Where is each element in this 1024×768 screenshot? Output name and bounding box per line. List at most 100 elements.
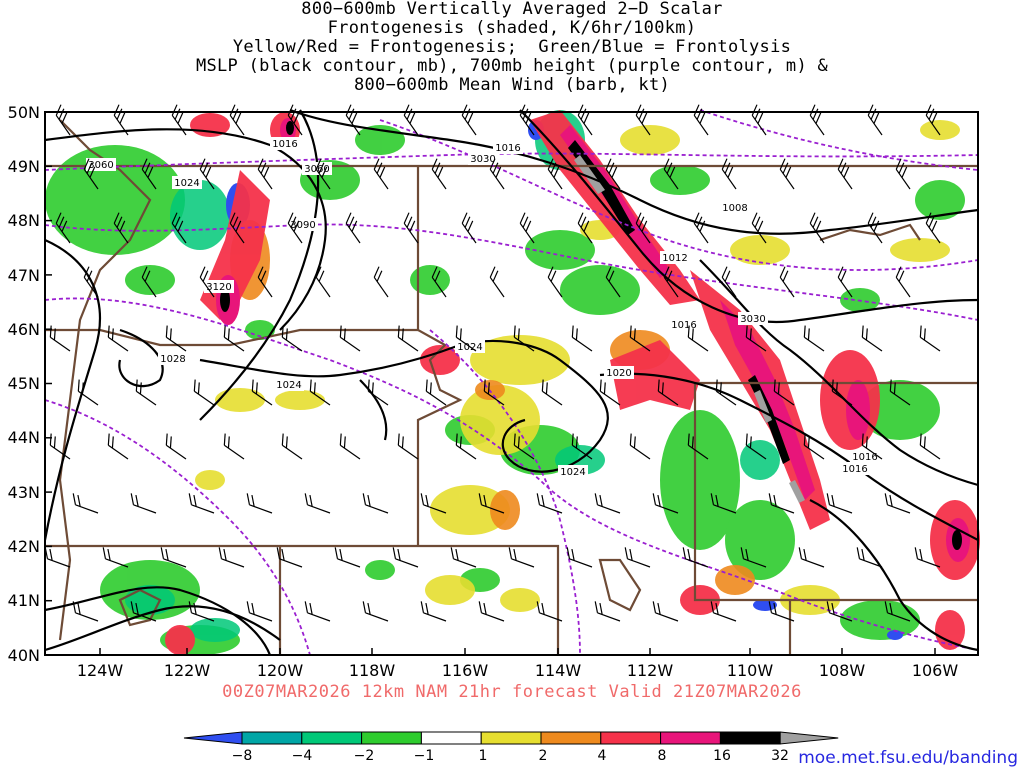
wind-barb [373, 266, 389, 298]
wind-barb [83, 158, 99, 190]
wind-barb [693, 212, 709, 244]
wind-barb [304, 601, 331, 622]
wind-barb [895, 266, 911, 298]
wind-barb [889, 379, 911, 406]
wind-barb [102, 547, 129, 568]
wind-barb [199, 158, 215, 190]
wind-barb [83, 266, 99, 298]
height-contours [44, 109, 979, 656]
wind-barb [461, 212, 477, 244]
wind-barb [693, 104, 709, 136]
colorbar: −8 −4 −2 −1 1 2 4 8 16 32 [183, 731, 839, 764]
frontogenesis-map: 1016 1016 1024 1008 1012 1016 1020 1024 … [8, 103, 980, 680]
svg-text:1020: 1020 [606, 368, 631, 379]
colorbar-swatches [183, 731, 839, 745]
lat-label-48n: 48N [8, 211, 40, 230]
wind-barb [577, 104, 593, 136]
wind-barb [425, 379, 447, 406]
svg-text:1012: 1012 [662, 253, 687, 264]
mslp-label-1016-a: 1016 [270, 137, 300, 150]
wind-barb [751, 104, 767, 136]
lon-label-112w: 112W [627, 661, 674, 680]
wind-barb [826, 493, 853, 514]
cbar-tick-6: 4 [598, 748, 607, 764]
wind-barb [397, 433, 419, 460]
wind-barb [478, 493, 505, 514]
wind-barb [536, 601, 563, 622]
wind-barb [199, 266, 215, 298]
wind-barb [345, 212, 361, 244]
lon-label-108w: 108W [819, 661, 866, 680]
cbar-tick-7: 8 [658, 748, 667, 764]
wind-barb [304, 493, 331, 514]
wind-barb [577, 212, 593, 244]
wind-barb [431, 158, 447, 190]
cbar-swatch-4 [420, 731, 482, 745]
wind-barb [55, 212, 71, 244]
wind-barb [566, 547, 593, 568]
wind-barb [925, 212, 941, 244]
wind-barb [721, 158, 737, 190]
wind-barb [657, 379, 679, 406]
lat-label-49n: 49N [8, 157, 40, 176]
wind-barb [373, 158, 389, 190]
wind-barb [431, 266, 447, 298]
wind-barb [571, 433, 593, 460]
wind-barb [513, 433, 535, 460]
wind-barb [663, 266, 679, 298]
wind-barb [287, 212, 303, 244]
wind-barb [826, 601, 853, 622]
wind-barb [478, 601, 505, 622]
svg-text:3090: 3090 [290, 220, 315, 231]
wind-barb [687, 325, 709, 352]
wind-barb [682, 547, 709, 568]
wind-barb [594, 493, 621, 514]
wind-barb [276, 547, 303, 568]
wind-barb [519, 212, 535, 244]
wind-barb [745, 433, 767, 460]
wind-barb [72, 493, 99, 514]
cbar-tick-9: 32 [771, 748, 789, 764]
wind-barb [914, 547, 941, 568]
wind-barb [450, 547, 477, 568]
lon-label-122w: 122W [164, 661, 211, 680]
mslp-label-1008: 1008 [720, 201, 750, 214]
svg-text:3060: 3060 [88, 160, 113, 171]
cbar-swatch-low [183, 731, 243, 745]
cbar-swatch-9 [719, 731, 781, 745]
cbar-swatch-3 [361, 731, 422, 745]
svg-text:1016: 1016 [495, 143, 520, 154]
lat-label-41n: 41N [8, 591, 40, 610]
wind-barb [605, 158, 621, 190]
wind-barb [856, 547, 883, 568]
wind-barb [188, 601, 215, 622]
title-line-5: 800−600mb Mean Wind (barb, kt) [353, 75, 671, 95]
wind-barb [141, 158, 157, 190]
wind-barb [218, 547, 245, 568]
wind-barb [246, 493, 273, 514]
wind-barb [193, 379, 215, 406]
svg-text:3120: 3120 [206, 282, 231, 293]
mslp-label-1016-b: 1016 [493, 141, 523, 154]
wind-barb [141, 266, 157, 298]
figure-title: 800−600mb Vertically Averaged 2−D Scalar… [0, 0, 1024, 95]
wind-barb [715, 379, 737, 406]
wind-barb [547, 158, 563, 190]
wind-barb [257, 158, 273, 190]
mslp-label-1016-e: 1016 [840, 462, 870, 475]
wind-barb [223, 325, 245, 352]
wind-barb [652, 601, 679, 622]
mslp-label-1016-c: 1016 [669, 318, 699, 331]
wind-barb [508, 547, 535, 568]
wind-barb [339, 325, 361, 352]
mslp-label-1028: 1028 [158, 352, 188, 365]
source-link[interactable]: moe.met.fsu.edu/banding [798, 748, 1018, 768]
wind-barb [779, 266, 795, 298]
title-line-1: 800−600mb Vertically Averaged 2−D Scalar [301, 0, 723, 19]
wind-barb [721, 266, 737, 298]
wind-barb [403, 212, 419, 244]
cbar-tick-5: 2 [539, 748, 548, 764]
wind-barb [837, 158, 853, 190]
lon-label-124w: 124W [77, 661, 124, 680]
wind-barb [710, 493, 737, 514]
